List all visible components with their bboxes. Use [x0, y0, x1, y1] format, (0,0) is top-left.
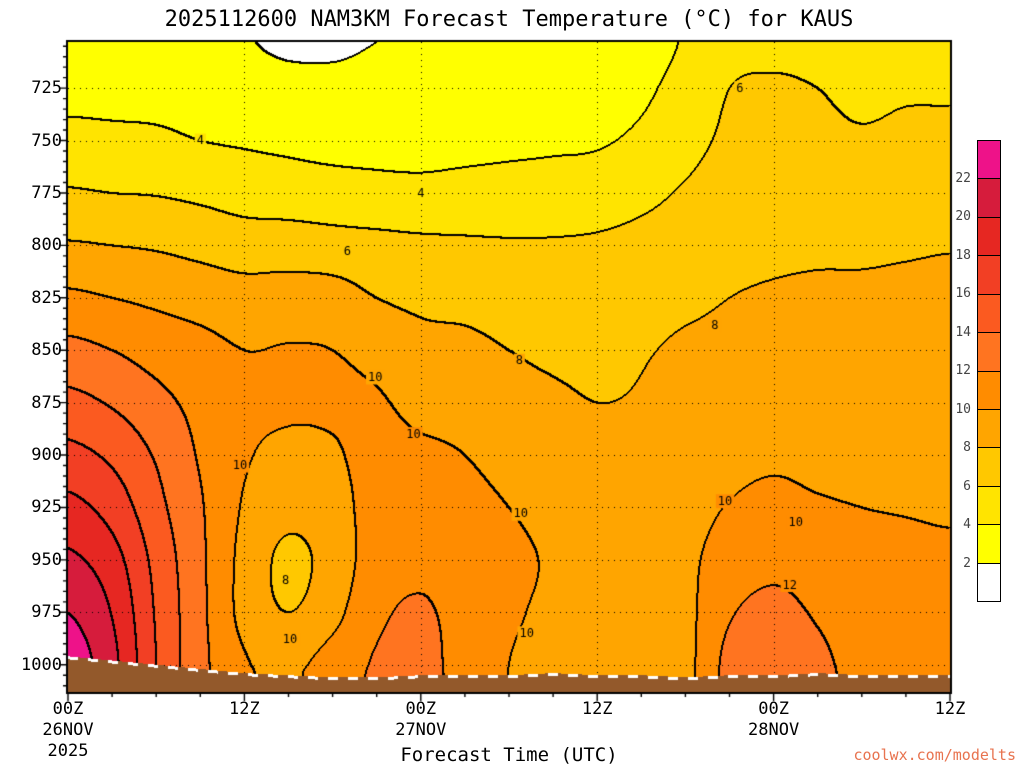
y-axis-tick-label: 850 [31, 340, 62, 361]
y-axis-tick-label: 925 [31, 497, 62, 518]
watermark: coolwx.com/modelts [853, 746, 1016, 764]
colorbar-segment [978, 141, 1000, 179]
colorbar-tick-label: 18 [955, 247, 971, 263]
colorbar-tick-label: 8 [963, 440, 971, 455]
x-axis-title: Forecast Time (UTC) [400, 744, 618, 766]
x-axis-tick-label: 00Z 28NOV [748, 699, 800, 740]
colorbar-segment [978, 447, 1000, 486]
colorbar-tick-label: 20 [955, 209, 971, 224]
x-axis-tick-label: 00Z 27NOV [395, 699, 447, 740]
colorbar-tick-label: 2 [963, 555, 971, 571]
chart-title: 2025112600 NAM3KM Forecast Temperature (… [164, 7, 854, 32]
colorbar-segment [978, 216, 1000, 256]
x-axis-tick-label: 12Z [581, 699, 613, 719]
y-axis-tick-label: 800 [31, 235, 62, 256]
colorbar [977, 140, 1001, 602]
y-axis-tick-label: 900 [31, 445, 62, 466]
colorbar-segment [978, 408, 1000, 448]
colorbar-segment [978, 332, 1000, 371]
colorbar-tick-label: 22 [955, 170, 971, 186]
colorbar-segment [978, 562, 1000, 602]
y-axis-tick-label: 1000 [21, 654, 62, 675]
colorbar-tick-label: 16 [955, 286, 971, 301]
x-axis-tick-label: 12Z [934, 699, 966, 719]
colorbar-segment [978, 293, 1000, 333]
y-axis-tick-label: 950 [31, 549, 62, 570]
y-axis-tick-label: 750 [31, 130, 62, 151]
x-axis-tick-label: 00Z 26NOV 2025 [42, 699, 94, 761]
y-axis-tick-label: 725 [31, 78, 62, 99]
y-axis-tick-label: 775 [31, 182, 62, 203]
y-axis-tick-label: 825 [31, 287, 62, 308]
colorbar-tick-label: 6 [963, 478, 971, 494]
colorbar-segment [978, 178, 1000, 217]
colorbar-tick-label: 10 [955, 401, 971, 417]
colorbar-segment [978, 524, 1000, 563]
colorbar-segment [978, 485, 1000, 525]
colorbar-segment [978, 370, 1000, 409]
colorbar-tick-label: 4 [963, 517, 971, 532]
colorbar-tick-label: 14 [955, 324, 971, 340]
y-axis-tick-label: 975 [31, 602, 62, 623]
colorbar-tick-label: 12 [955, 363, 971, 378]
colorbar-segment [978, 255, 1000, 294]
x-axis-tick-label: 12Z [229, 699, 260, 719]
y-axis-tick-label: 875 [31, 392, 62, 413]
